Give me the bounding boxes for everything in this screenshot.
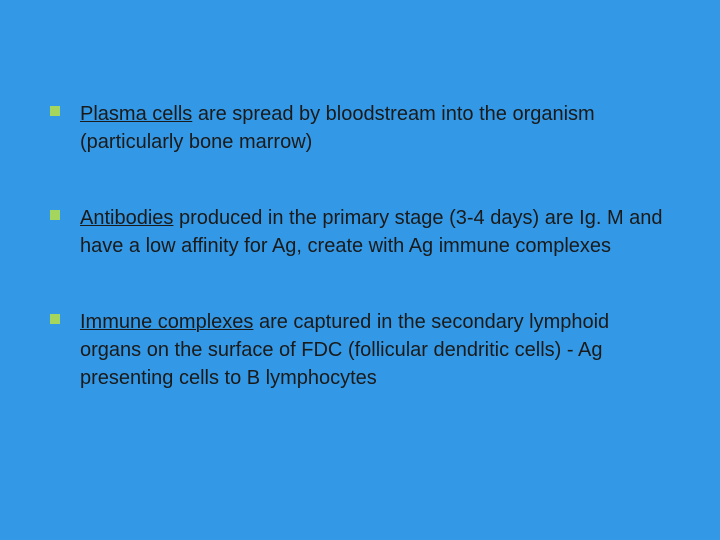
bullet-item-3: Immune complexes are captured in the sec… bbox=[50, 308, 670, 392]
bullet-underlined-term: Immune complexes bbox=[80, 311, 253, 333]
bullet-underlined-term: Plasma cells bbox=[80, 103, 192, 125]
square-bullet-icon bbox=[50, 314, 60, 324]
bullet-list: Plasma cells are spread by bloodstream i… bbox=[50, 100, 670, 392]
bullet-item-2: Antibodies produced in the primary stage… bbox=[50, 204, 670, 260]
square-bullet-icon bbox=[50, 106, 60, 116]
square-bullet-icon bbox=[50, 210, 60, 220]
bullet-underlined-term: Antibodies bbox=[80, 207, 173, 229]
bullet-item-1: Plasma cells are spread by bloodstream i… bbox=[50, 100, 670, 156]
